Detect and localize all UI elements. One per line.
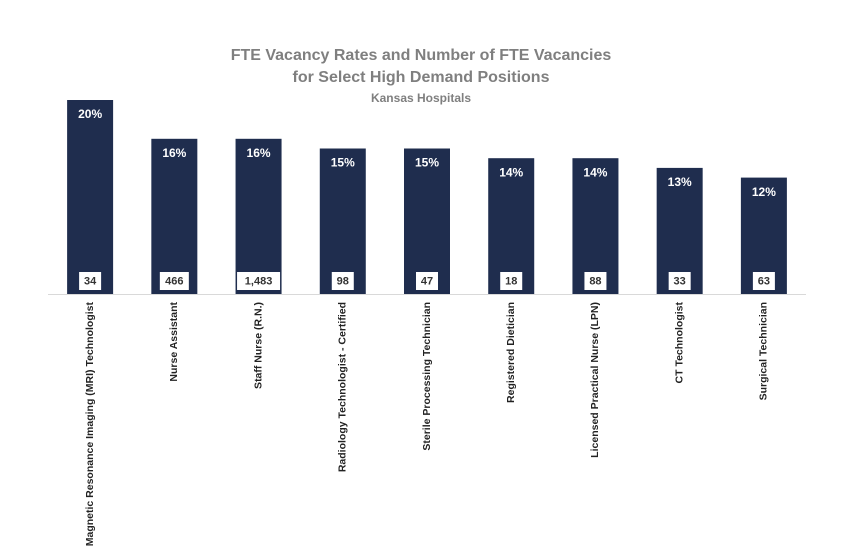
data-label: 20% bbox=[78, 107, 102, 121]
bar bbox=[151, 138, 198, 294]
bar bbox=[319, 148, 366, 294]
data-label: 14% bbox=[583, 165, 607, 179]
x-tick-label: Radiology Technologist - Certified bbox=[337, 302, 349, 472]
data-label: 15% bbox=[415, 156, 439, 170]
chart-subtitle: Kansas Hospitals bbox=[371, 91, 471, 105]
count-box bbox=[500, 272, 523, 290]
x-tick-label: Magnetic Resonance Imaging (MRI) Technol… bbox=[84, 302, 96, 546]
data-label: 14% bbox=[499, 165, 523, 179]
x-tick-label: Surgical Technician bbox=[758, 302, 770, 400]
count-label: 466 bbox=[165, 275, 183, 287]
data-label: 16% bbox=[247, 146, 271, 160]
data-label: 12% bbox=[752, 185, 776, 199]
x-tick-label: Registered Dietician bbox=[505, 302, 517, 403]
data-label: 15% bbox=[331, 156, 355, 170]
x-tick-label: Sterile Processing Technician bbox=[421, 302, 433, 451]
x-tick-label: Staff Nurse (R.N.) bbox=[252, 302, 264, 389]
count-label: 98 bbox=[337, 275, 349, 287]
count-box bbox=[237, 272, 281, 290]
count-label: 63 bbox=[758, 275, 770, 287]
x-tick-label: Nurse Assistant bbox=[168, 302, 180, 382]
count-label: 33 bbox=[674, 275, 686, 287]
count-label: 34 bbox=[84, 275, 97, 287]
bar bbox=[404, 148, 450, 294]
count-box bbox=[159, 272, 189, 290]
count-box bbox=[79, 272, 102, 290]
data-label: 16% bbox=[162, 146, 186, 160]
x-tick-label: Licensed Practical Nurse (LPN) bbox=[589, 302, 601, 458]
count-box bbox=[331, 272, 354, 290]
count-box bbox=[416, 272, 438, 290]
data-label: 13% bbox=[668, 175, 692, 189]
count-box bbox=[752, 272, 775, 290]
bar bbox=[572, 158, 619, 294]
bar bbox=[488, 158, 535, 294]
chart-title: FTE Vacancy Rates and Number of FTE Vaca… bbox=[231, 47, 612, 64]
count-label: 88 bbox=[589, 275, 601, 287]
count-label: 1,483 bbox=[245, 275, 273, 287]
bar bbox=[67, 100, 114, 294]
count-box bbox=[584, 272, 607, 290]
count-label: 18 bbox=[505, 275, 517, 287]
bar bbox=[235, 138, 282, 294]
chart-title: for Select High Demand Positions bbox=[293, 69, 550, 86]
count-label: 47 bbox=[421, 275, 433, 287]
count-box bbox=[668, 272, 691, 290]
x-tick-label: CT Technologist bbox=[673, 301, 685, 383]
